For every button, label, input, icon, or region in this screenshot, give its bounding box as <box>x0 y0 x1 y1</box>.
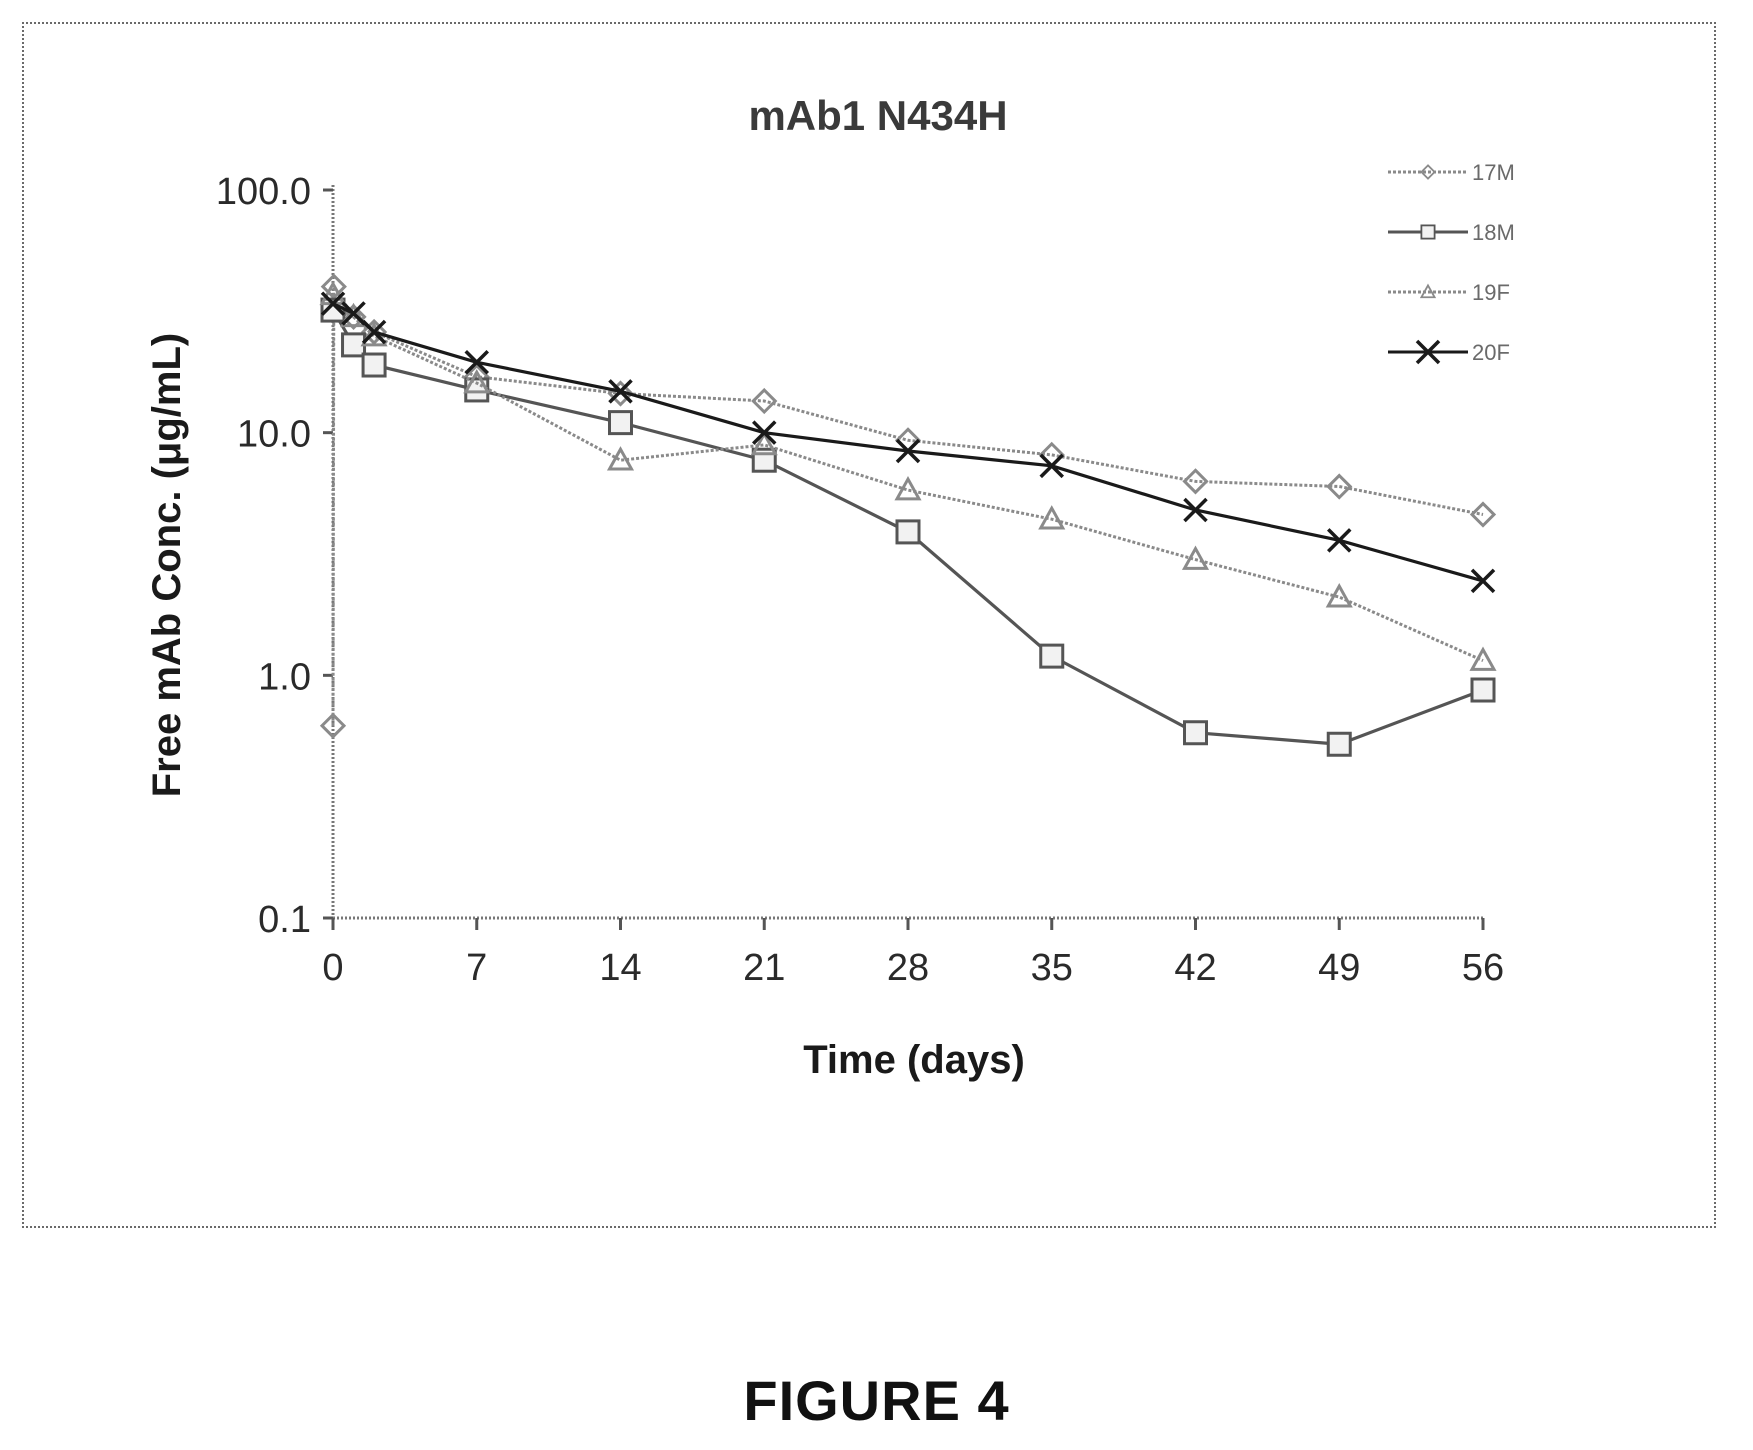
data-point-19F <box>1038 505 1066 530</box>
data-point-20F <box>608 379 633 404</box>
legend-marker <box>1419 283 1437 299</box>
series-19F <box>319 280 1497 671</box>
legend-item-20F: 20F <box>1388 339 1510 365</box>
plot-area <box>319 273 1497 757</box>
data-point-18M <box>1183 720 1208 746</box>
data-point-19F <box>606 446 635 471</box>
data-point-17M <box>1182 468 1209 495</box>
x-tick-label: 28 <box>887 947 929 989</box>
series-17M <box>319 273 1497 739</box>
legend-marker <box>1420 224 1436 240</box>
data-point-17M <box>751 387 778 415</box>
x-mark-stroke <box>1415 339 1441 365</box>
x-tick-label: 7 <box>466 947 487 989</box>
legend-marker <box>1415 339 1441 365</box>
data-point-20F <box>1039 453 1064 479</box>
chart: mAb1 N434H Free mAb Conc. (μg/mL) Time (… <box>145 92 1515 1082</box>
axes: 0.1 1.0 10.0 100.0 0 7 14 21 28 35 42 49 56 <box>216 171 1504 989</box>
data-point-20F <box>361 319 387 345</box>
data-point-18M <box>895 519 921 545</box>
y-tick-label: 10.0 <box>237 414 311 456</box>
x-tick-label: 0 <box>322 947 343 989</box>
data-point-18M <box>1326 731 1352 757</box>
y-tick-label: 100.0 <box>216 171 311 213</box>
data-point-18M <box>341 332 367 358</box>
x-mark-stroke <box>752 420 777 445</box>
figure-label: FIGURE 4 <box>743 1369 1010 1432</box>
x-mark-stroke <box>895 438 921 464</box>
data-point-20F <box>752 420 777 445</box>
x-mark-stroke <box>341 301 366 326</box>
y-tick-label: 1.0 <box>258 656 311 698</box>
legend-marker <box>1420 164 1436 180</box>
data-point-20F <box>1327 528 1352 553</box>
data-point-20F <box>320 291 346 316</box>
legend-label: 19F <box>1472 280 1510 305</box>
y-axis-label: Free mAb Conc. (μg/mL) <box>145 333 189 798</box>
x-tick-label: 56 <box>1462 947 1504 989</box>
x-mark-stroke <box>361 319 387 345</box>
x-mark-stroke <box>1039 453 1064 479</box>
x-tick-label: 14 <box>599 947 641 989</box>
series-20F <box>320 291 1496 594</box>
data-point-20F <box>341 301 366 326</box>
data-point-18M <box>361 352 387 378</box>
data-point-19F <box>1181 545 1210 570</box>
legend: 17M 18M 19F 20F <box>1388 160 1515 365</box>
x-tick-label: 42 <box>1174 947 1216 989</box>
data-point-20F <box>895 438 921 464</box>
legend-label: 20F <box>1472 340 1510 365</box>
legend-label: 18M <box>1472 220 1515 245</box>
legend-item-18M: 18M <box>1388 220 1515 245</box>
data-point-20F <box>464 350 489 375</box>
data-point-19F <box>1325 583 1353 608</box>
x-mark-stroke <box>608 379 633 404</box>
x-mark-stroke <box>464 350 489 375</box>
data-point-19F <box>339 302 368 328</box>
data-point-17M <box>1469 501 1497 528</box>
x-mark-stroke <box>1183 497 1208 523</box>
x-mark-stroke <box>1470 568 1496 594</box>
data-point-18M <box>1470 677 1496 703</box>
series-line-17M <box>331 281 1484 726</box>
series-18M <box>320 297 1496 757</box>
legend-label: 17M <box>1472 160 1515 185</box>
legend-item-17M: 17M <box>1388 160 1515 185</box>
legend-item-19F: 19F <box>1388 280 1510 305</box>
data-point-19F <box>894 475 922 501</box>
series-line-19F <box>331 293 1484 662</box>
chart-frame <box>22 22 1716 1228</box>
data-point-18M <box>608 410 633 436</box>
x-mark-stroke <box>320 291 346 316</box>
data-point-17M <box>1326 473 1353 500</box>
data-point-20F <box>1470 568 1496 594</box>
data-point-19F <box>1469 646 1497 671</box>
x-tick-label: 21 <box>743 947 785 989</box>
y-tick-label: 0.1 <box>258 899 311 941</box>
data-point-19F <box>750 430 778 456</box>
data-point-17M <box>319 712 347 739</box>
data-point-20F <box>1183 497 1208 523</box>
x-tick-label: 35 <box>1031 947 1073 989</box>
x-tick-label: 49 <box>1318 947 1360 989</box>
data-point-17M <box>340 303 367 331</box>
data-point-19F <box>463 369 491 394</box>
data-point-18M <box>1039 643 1065 669</box>
chart-title: mAb1 N434H <box>748 92 1007 139</box>
x-mark-stroke <box>1327 528 1352 553</box>
x-axis-label: Time (days) <box>803 1038 1025 1082</box>
